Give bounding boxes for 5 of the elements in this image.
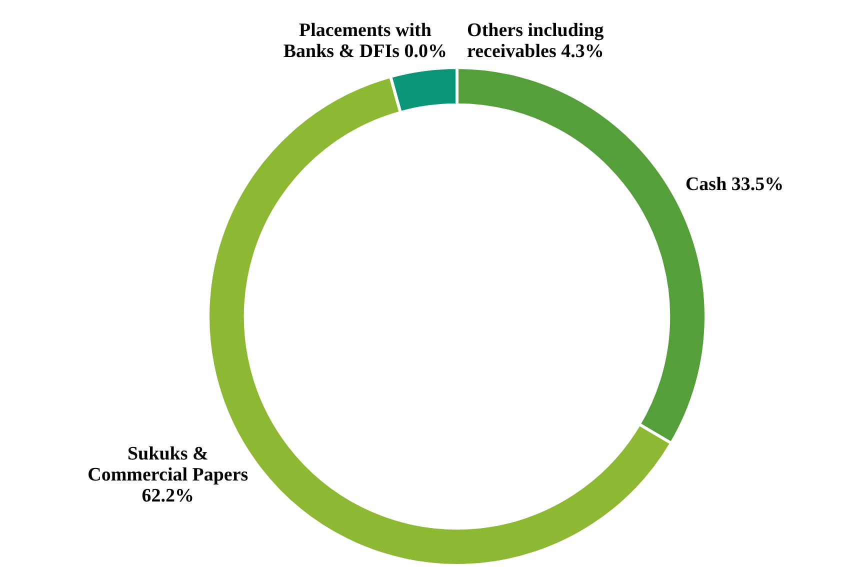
slice-label: Cash 33.5%: [685, 174, 784, 196]
category-label: Placements with Banks & DFIs 0.0%: [283, 20, 448, 62]
slice-label: Others including receivables 4.3%: [467, 20, 604, 62]
slice-label: Sukuks & Commercial Papers: [88, 443, 248, 486]
data-label: 62.2%: [142, 485, 194, 506]
